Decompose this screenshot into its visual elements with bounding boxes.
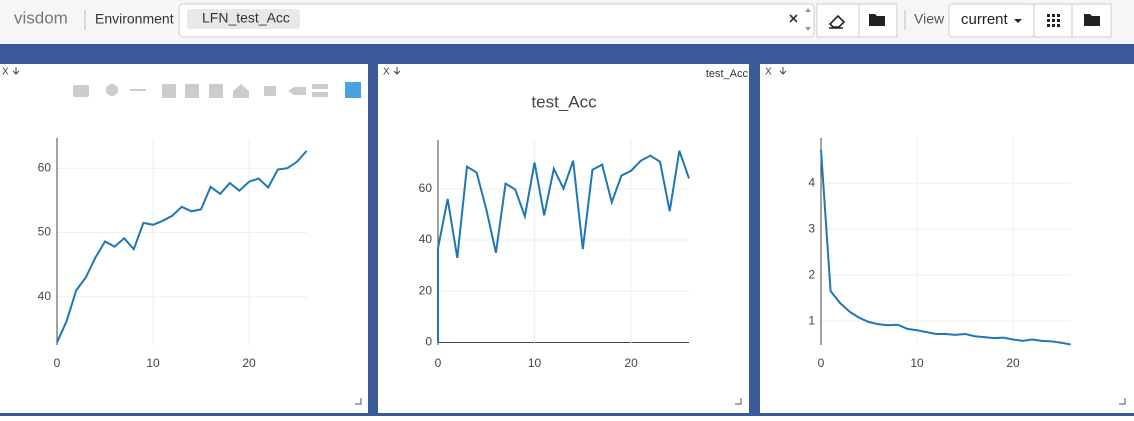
grid-icon xyxy=(1047,14,1060,27)
erase-icon xyxy=(828,14,846,29)
pane-close[interactable]: X xyxy=(765,67,772,78)
erase-button[interactable] xyxy=(816,3,860,38)
data-line xyxy=(820,149,1071,346)
y-tick-label: 4 xyxy=(808,175,815,189)
pane xyxy=(0,64,368,413)
x-tick-label: 0 xyxy=(435,356,442,370)
pane-close[interactable]: X xyxy=(383,67,390,78)
env-chip[interactable] xyxy=(187,9,300,29)
y-tick-label: 0 xyxy=(425,335,432,349)
caret xyxy=(1014,19,1022,23)
brand: visdom xyxy=(14,8,68,27)
chart-title: test_Acc xyxy=(531,92,597,111)
y-tick-label: 60 xyxy=(38,160,52,174)
modebar-logo[interactable] xyxy=(345,82,361,98)
x-tick-label: 10 xyxy=(910,356,924,370)
clear-icon[interactable] xyxy=(789,14,798,23)
y-tick-label: 20 xyxy=(419,283,433,297)
x-tick-label: 0 xyxy=(818,356,825,370)
env-label: Environment xyxy=(95,11,174,27)
modebar xyxy=(73,84,328,98)
resize-handle[interactable] xyxy=(355,398,1126,405)
folder-button[interactable] xyxy=(858,3,898,38)
y-tick-label: 40 xyxy=(38,289,52,303)
x-tick-label: 20 xyxy=(1006,356,1020,370)
env-select[interactable] xyxy=(178,3,815,38)
x-tick-label: 20 xyxy=(624,356,638,370)
folder-icon xyxy=(869,14,885,26)
data-line xyxy=(56,150,308,343)
y-tick-label: 1 xyxy=(808,313,815,327)
pane-download[interactable] xyxy=(12,67,787,75)
x-tick-label: 10 xyxy=(146,356,160,370)
view-label: View xyxy=(914,11,945,27)
y-tick-label: 50 xyxy=(38,225,52,239)
legend-entry: test_Acc xyxy=(706,68,749,80)
x-tick-label: 10 xyxy=(528,356,542,370)
data-line xyxy=(437,150,690,343)
y-tick-label: 40 xyxy=(419,232,433,246)
y-tick-label: 2 xyxy=(808,267,815,281)
pane xyxy=(760,64,1134,413)
y-tick-label: 3 xyxy=(808,221,815,235)
folder-icon xyxy=(1084,14,1100,26)
y-tick-label: 60 xyxy=(419,181,433,195)
env-name: LFN_test_Acc xyxy=(202,10,290,26)
x-tick-label: 20 xyxy=(242,356,256,370)
x-tick-label: 0 xyxy=(54,356,61,370)
pane xyxy=(378,64,749,413)
pane-close[interactable]: X xyxy=(2,67,9,78)
view-name: current xyxy=(961,11,1009,28)
